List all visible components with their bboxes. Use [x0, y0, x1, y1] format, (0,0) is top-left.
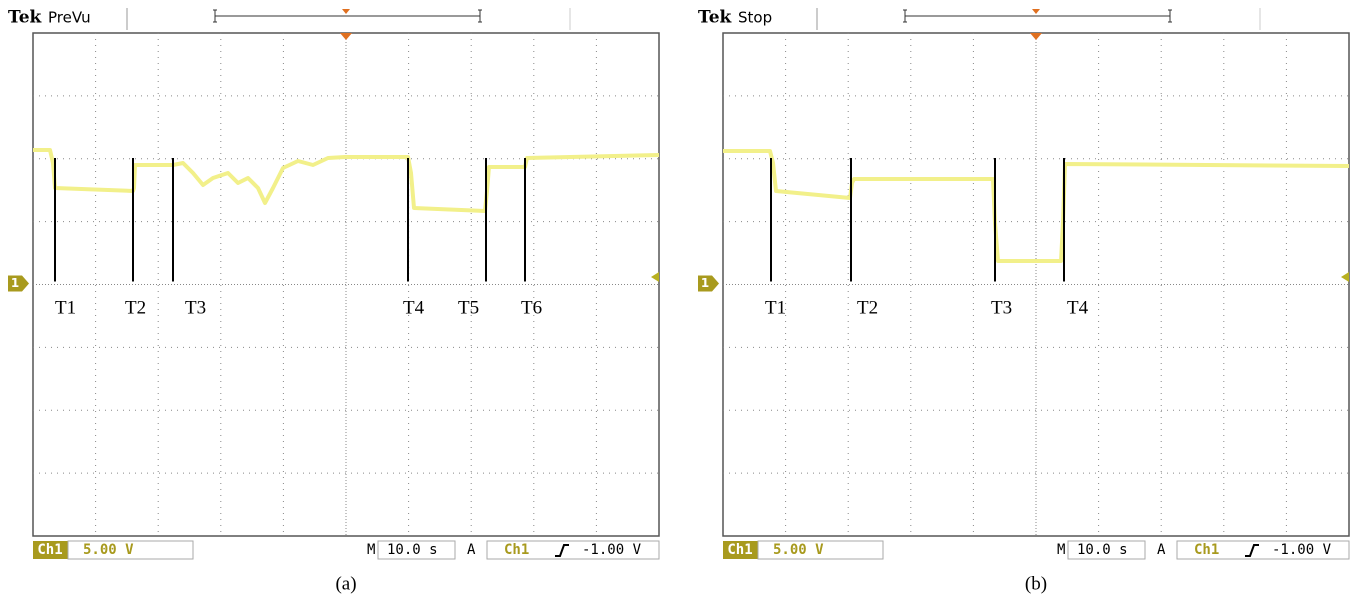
- brand: Tek: [8, 8, 43, 28]
- time-scale: 10.0 s: [387, 542, 438, 558]
- status: Stop: [738, 9, 772, 27]
- time-label: T3: [185, 297, 206, 318]
- time-scale: 10.0 s: [1077, 542, 1128, 558]
- record-position: [342, 9, 350, 14]
- trigger-prefix: A: [1157, 542, 1166, 558]
- brand: Tek: [698, 8, 733, 28]
- figure: Tek PreVu 1 T1 T2 T3 T4 T5 T6 Ch1 5.00 V M 10.0 s A Ch…: [0, 0, 1364, 603]
- time-label: T5: [458, 297, 479, 318]
- scale: 5.00 V: [773, 542, 824, 558]
- record-position: [1032, 9, 1040, 14]
- scope-panel: Tek Stop 1 T1 T2 T3 T4 Ch1 5.00 V M 10.0 s A Ch1 -1.0…: [698, 8, 1349, 595]
- trigger-level-value: -1.00 V: [1272, 542, 1332, 558]
- scale: 5.00 V: [83, 542, 134, 558]
- time-label: T2: [857, 297, 878, 318]
- ground-marker: 1: [11, 276, 19, 290]
- time-label: T3: [991, 297, 1012, 318]
- time-label: T4: [1067, 297, 1089, 318]
- channel: Ch1: [37, 542, 62, 558]
- trigger-channel: Ch1: [504, 542, 529, 558]
- time-prefix: M: [1057, 542, 1065, 558]
- scope-panel: Tek PreVu 1 T1 T2 T3 T4 T5 T6 Ch1 5.00 V M 10.0 s A Ch…: [8, 8, 659, 595]
- time-label: T4: [403, 297, 425, 318]
- caption: (a): [335, 573, 356, 594]
- status: PreVu: [48, 9, 91, 27]
- ground-marker: 1: [701, 276, 709, 290]
- time-label: T2: [125, 297, 146, 318]
- channel: Ch1: [727, 542, 752, 558]
- caption: (b): [1025, 573, 1047, 594]
- time-label: T1: [765, 297, 786, 318]
- trigger-level-value: -1.00 V: [582, 542, 642, 558]
- trigger-prefix: A: [467, 542, 476, 558]
- ground-marker-tip: [712, 276, 719, 292]
- ground-marker-tip: [22, 276, 29, 292]
- page: Tek PreVu 1 T1 T2 T3 T4 T5 T6 Ch1 5.00 V M 10.0 s A Ch…: [0, 0, 1364, 603]
- time-label: T1: [55, 297, 76, 318]
- trigger-channel: Ch1: [1194, 542, 1219, 558]
- time-prefix: M: [367, 542, 375, 558]
- time-label: T6: [521, 297, 542, 318]
